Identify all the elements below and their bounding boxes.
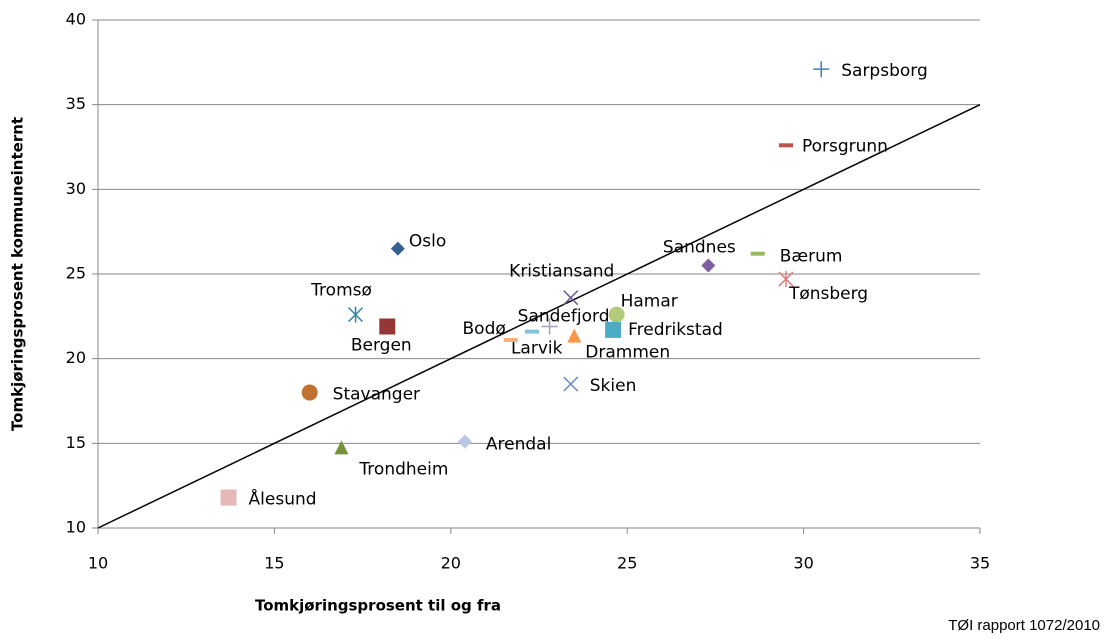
point-label: Tromsø: [310, 281, 372, 301]
point-label: Stavanger: [333, 385, 420, 405]
point-label: Bodø: [463, 319, 506, 339]
marker: [813, 61, 830, 78]
y-tick-label: 15: [66, 433, 86, 452]
point-label: Sandefjord: [518, 306, 610, 326]
marker: [334, 440, 349, 455]
marker: [701, 258, 716, 273]
y-tick-label: 20: [66, 348, 86, 367]
marker: [563, 290, 579, 306]
point-label: Skien: [590, 376, 637, 396]
y-tick-label: 25: [66, 264, 86, 283]
y-tick-label: 40: [66, 10, 86, 29]
marker: [457, 434, 472, 449]
x-tick-label: 15: [264, 554, 284, 573]
point-label: Oslo: [409, 232, 446, 252]
marker: [567, 328, 582, 343]
x-tick-label: 20: [441, 554, 461, 573]
y-tick-label: 30: [66, 179, 86, 198]
point-label: Fredrikstad: [628, 320, 723, 340]
marker: [750, 251, 765, 256]
source-note: TØI rapport 1072/2010: [948, 617, 1100, 634]
point-label: Drammen: [585, 343, 670, 363]
x-tick-label: 30: [793, 554, 813, 573]
point-label: Bærum: [780, 247, 843, 267]
point-label: Tønsberg: [788, 284, 868, 304]
marker: [390, 241, 405, 256]
point-label: Porsgrunn: [802, 136, 888, 156]
point-label: Larvik: [511, 339, 563, 359]
marker: [541, 318, 558, 335]
marker: [379, 318, 396, 335]
marker: [778, 143, 793, 148]
marker: [563, 376, 579, 392]
point-label: Sandnes: [663, 238, 736, 258]
marker: [778, 271, 794, 288]
point-label: Arendal: [486, 435, 551, 455]
marker: [220, 489, 237, 506]
x-tick-label: 10: [88, 554, 108, 573]
x-tick-label: 35: [970, 554, 990, 573]
marker: [301, 384, 318, 401]
marker: [608, 306, 625, 323]
marker: [348, 306, 364, 323]
y-tick-label: 35: [66, 94, 86, 113]
y-axis-title: Tomkjøringsprosent kommuneinternt: [9, 117, 27, 431]
x-tick-label: 25: [617, 554, 637, 573]
marker: [503, 338, 518, 343]
point-label: Hamar: [621, 292, 678, 312]
diagonal-line: [97, 103, 981, 529]
point-label: Ålesund: [249, 488, 317, 510]
point-label: Sarpsborg: [841, 61, 928, 81]
marker: [524, 329, 539, 334]
point-label: Trondheim: [358, 459, 448, 479]
marker: [605, 321, 622, 338]
point-label: Bergen: [351, 335, 412, 355]
point-label: Kristiansand: [509, 262, 614, 282]
y-tick-label: 10: [66, 518, 86, 537]
x-axis-title: Tomkjøringsprosent til og fra: [255, 597, 501, 615]
